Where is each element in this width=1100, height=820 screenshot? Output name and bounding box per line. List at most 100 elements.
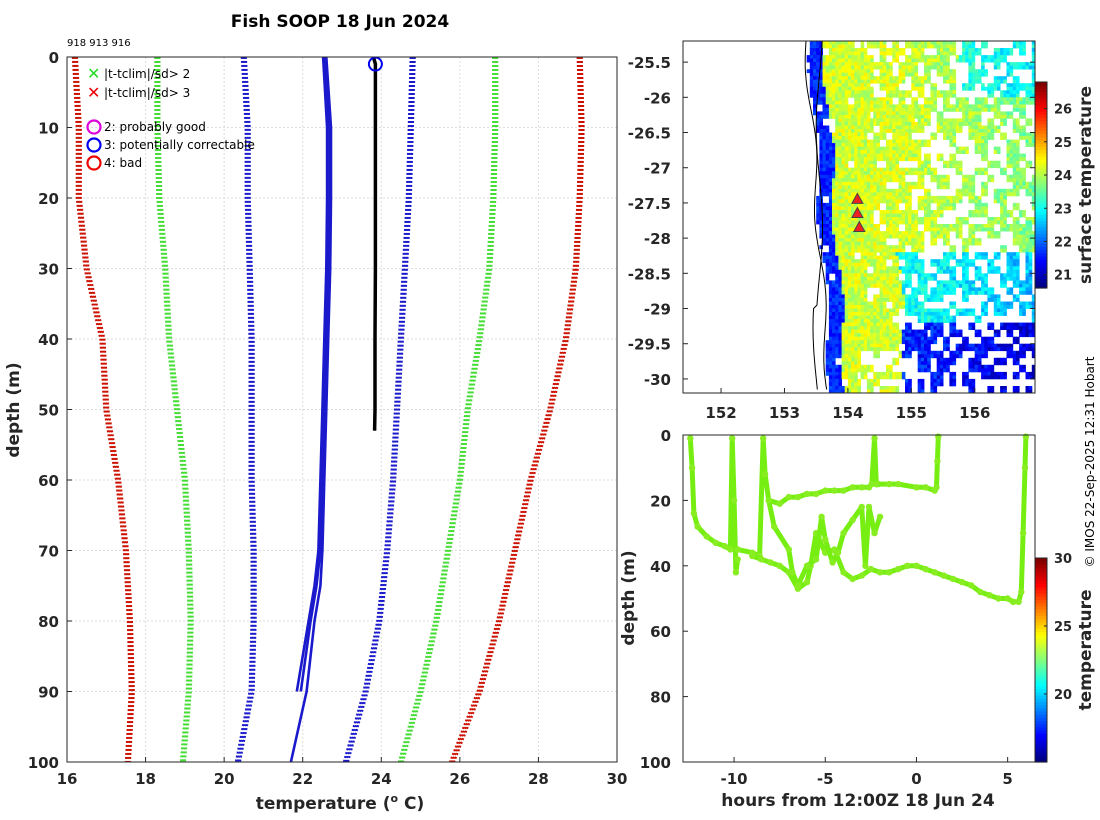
sst-cell (895, 79, 900, 84)
sst-cell (920, 333, 925, 338)
sst-cell (905, 69, 909, 74)
sst-cell (892, 195, 896, 200)
sst-cell (854, 104, 858, 109)
sst-cell (1000, 171, 1004, 176)
sst-cell (879, 146, 884, 151)
sst-cell (876, 354, 880, 359)
sst-cell (1031, 315, 1035, 320)
sst-cell (905, 322, 909, 327)
sst-cell (971, 79, 976, 84)
sst-cell (908, 273, 912, 278)
sst-cell (939, 259, 944, 264)
sst-cell (1028, 386, 1033, 390)
sst-cell (838, 308, 842, 313)
sst-cell (898, 171, 903, 176)
sst-cell (914, 139, 919, 144)
sst-cell (828, 202, 833, 207)
sst-cell (1022, 171, 1026, 176)
sst-cell (914, 129, 919, 133)
sst-cell (886, 90, 890, 95)
sst-cell (847, 308, 852, 313)
sst-cell (854, 382, 858, 387)
sst-cell (844, 350, 849, 355)
sst-cell (1031, 298, 1035, 302)
sst-cell (930, 210, 934, 214)
sst-cell (901, 174, 906, 179)
sst-cell (892, 290, 896, 295)
sst-cell (930, 83, 934, 88)
profile-ytick-label: 30 (38, 261, 59, 279)
sst-cell (962, 44, 966, 49)
sst-cell (889, 375, 893, 380)
coastline (804, 40, 828, 390)
sst-cell (857, 382, 861, 387)
sst-cell (949, 227, 953, 232)
sst-cell (886, 146, 890, 151)
sst-cell (860, 329, 865, 334)
sst-cell (851, 361, 855, 366)
sst-cell (844, 62, 849, 66)
sst-cell (870, 150, 874, 154)
sst-cell (958, 283, 963, 288)
sst-cell (863, 245, 868, 250)
sst-cell (930, 308, 934, 313)
sst-cell (873, 202, 877, 207)
sst-cell (863, 104, 868, 109)
sst-cell (889, 312, 893, 316)
sst-cell (939, 227, 944, 232)
sst-cell (841, 65, 846, 70)
sst-cell (847, 319, 852, 323)
sst-cell (851, 386, 855, 390)
sst-cell (835, 276, 839, 281)
sst-cell (886, 312, 890, 316)
sst-cell (924, 347, 928, 352)
sst-cell (901, 62, 906, 66)
sst-cell (832, 79, 836, 84)
sst-cell (870, 58, 874, 63)
sst-cell (949, 157, 953, 162)
sst-cell (917, 217, 922, 221)
sst-cell (930, 174, 934, 179)
sst-cell (927, 41, 931, 45)
sst-cell (860, 347, 865, 352)
sst-cell (1003, 202, 1007, 207)
sst-cell (841, 308, 846, 313)
sst-cell (860, 69, 865, 74)
sst-cell (1019, 185, 1023, 190)
sst-cell (901, 93, 906, 98)
sst-cell (1025, 118, 1030, 123)
sst-cell (949, 248, 953, 253)
sst-cell (908, 382, 912, 387)
sst-cell (962, 347, 966, 352)
sst-cell (816, 51, 820, 56)
sst-cell (924, 312, 928, 316)
sst-cell (917, 340, 922, 345)
sst-cell (930, 389, 934, 393)
sst-cell (825, 55, 830, 59)
sst-cell (946, 90, 950, 95)
sst-cell (835, 150, 839, 154)
sst-cell (851, 220, 855, 225)
sst-cell (977, 206, 982, 211)
sst-cell (955, 347, 960, 352)
sst-cell (835, 241, 839, 246)
sst-cell (1019, 157, 1023, 162)
sst-cell (866, 178, 871, 183)
sst-cell (816, 41, 820, 45)
sst-cell (822, 174, 827, 179)
sst-cell (832, 44, 836, 49)
sst-cell (939, 69, 944, 74)
sst-cell (971, 86, 976, 91)
sst-cell (866, 146, 871, 151)
sst-cell (828, 382, 833, 387)
sst-cell (832, 192, 836, 197)
sst-cell (958, 58, 963, 63)
sst-cell (1006, 333, 1011, 338)
sst-cell (943, 129, 947, 133)
sst-colorbar-swatch (1035, 85, 1047, 90)
sst-cell (857, 79, 861, 84)
sst-cell (860, 371, 865, 376)
sst-cell (936, 312, 941, 316)
sst-cell (876, 139, 880, 144)
sst-cell (917, 354, 922, 359)
